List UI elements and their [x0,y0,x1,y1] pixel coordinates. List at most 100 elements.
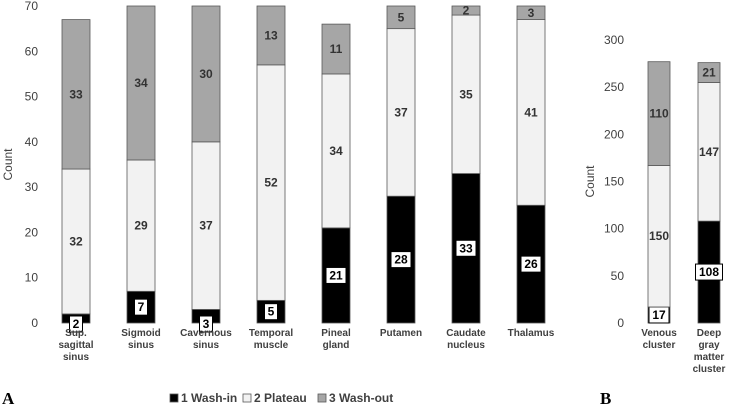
y-axis-title: Count [1,148,15,181]
y-tick-label: 300 [604,33,624,47]
data-label: 21 [329,268,343,282]
data-label: 21 [702,66,716,80]
data-label: 34 [329,144,343,158]
y-tick-label: 20 [25,225,39,239]
category-label: Sup. [65,328,87,339]
data-label: 5 [268,305,275,319]
bar-segment [697,62,721,83]
data-label: 2 [73,317,80,331]
data-label: 52 [264,176,278,190]
y-tick-label: 0 [617,316,624,330]
data-label: 34 [134,76,148,90]
bar-segment [516,19,546,206]
data-label: 35 [459,87,473,101]
legend-swatch [169,393,179,403]
panel-b-chart: 050100150200250300Count17150110Venousclu… [583,33,726,407]
bar-segment [386,28,416,197]
category-label: sinus [63,352,90,363]
data-label-box [134,298,148,316]
bar-segment [61,19,91,170]
bar-segment [191,141,221,310]
y-tick-label: 200 [604,127,624,141]
y-tick-label: 250 [604,80,624,94]
bar-segment [61,168,91,315]
bar-segment [321,73,351,229]
category-label: gray [698,340,720,351]
data-label-box [520,255,542,273]
data-label: 37 [394,105,408,119]
y-tick-label: 50 [611,269,625,283]
y-tick-label: 50 [25,90,39,104]
bar-segment [321,23,351,75]
legend-swatch [242,393,252,403]
y-tick-label: 30 [25,180,39,194]
data-label-box [455,239,477,257]
y-tick-label: 70 [25,0,39,13]
y-tick-label: 100 [604,222,624,236]
data-label: 147 [699,145,719,159]
category-label: cluster [643,340,676,351]
category-label: muscle [254,340,289,351]
data-label-box [69,315,83,333]
data-label: 33 [459,241,473,255]
panel-a-chart: 010203040506070Count23233Sup.sagittalsin… [1,0,555,407]
legend-label: 3 Wash-out [329,391,393,405]
category-label: Pineal [321,328,351,339]
category-label: Sigmoid [121,328,160,339]
data-label: 13 [264,28,278,42]
category-label: sagittal [58,340,93,351]
y-tick-label: 60 [25,44,39,58]
y-tick-label: 10 [25,271,39,285]
bar-segment [451,14,481,174]
data-label-box [264,303,278,321]
data-label: 5 [398,10,405,24]
y-axis-title: Count [583,165,597,198]
category-label: Cavernous [180,328,232,339]
legend: 1 Wash-in 2 Plateau 3 Wash-out [169,391,393,405]
bar-segment [256,64,286,301]
bar-segment [516,5,546,20]
data-label: 3 [528,6,535,20]
panel-label: A [2,389,15,407]
bar-segment [126,159,156,292]
data-label: 110 [649,107,669,121]
data-label-box [695,263,723,281]
bar-segment [647,61,671,166]
data-label: 3 [203,317,210,331]
category-label: gland [323,340,350,351]
panel-label: B [600,389,611,407]
y-tick-label: 40 [25,135,39,149]
data-label: 108 [699,265,719,279]
bar-segment [126,5,156,161]
data-label-box [199,315,213,333]
y-tick-label: 0 [31,316,38,330]
data-label: 33 [69,87,83,101]
data-label: 150 [649,229,669,243]
bar-segment [451,5,481,16]
data-label: 37 [199,219,213,233]
bar-segment [256,5,286,66]
category-label: Caudate [446,328,486,339]
data-label: 30 [199,67,213,81]
category-label: matter [694,352,725,363]
data-label: 32 [69,234,83,248]
legend-swatch [317,393,327,403]
data-label: 11 [330,42,343,56]
data-label-box [390,251,412,269]
y-tick-label: 150 [604,175,624,189]
data-label: 2 [463,4,470,18]
data-label: 29 [134,219,148,233]
data-label: 41 [524,105,538,119]
data-label-box [325,266,347,284]
data-label: 28 [394,253,408,267]
data-label: 7 [138,300,145,314]
category-label: Thalamus [508,328,555,339]
category-label: Venous [641,328,677,339]
category-label: Deep [697,328,721,339]
legend-label: 1 Wash-in [181,391,237,405]
category-label: Temporal [249,328,293,339]
bar-segment [386,5,416,30]
category-label: sinus [193,340,220,351]
data-label: 26 [524,257,538,271]
